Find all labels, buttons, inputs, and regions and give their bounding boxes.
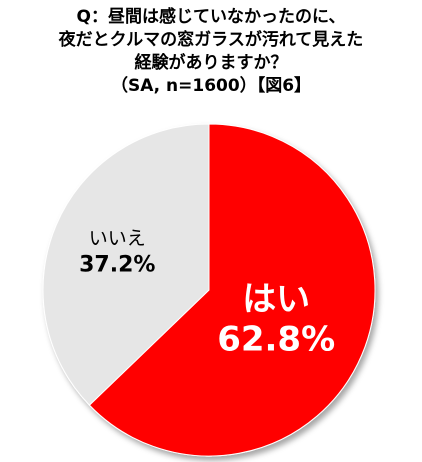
- slice-value-yes: 62.8%: [217, 320, 335, 360]
- title-line-2: 夜だとクルマの窓ガラスが汚れて見えた: [58, 30, 364, 50]
- slice-label-no: いいえ: [89, 228, 146, 250]
- slice-label-yes: はい: [242, 280, 310, 320]
- pie-slices: [42, 123, 376, 457]
- title-line-1: Q：昼間は感じていなかったのに、: [76, 7, 346, 27]
- chart-title: Q：昼間は感じていなかったのに、 夜だとクルマの窓ガラスが汚れて見えた 経験があ…: [0, 6, 422, 98]
- title-line-4: （SA, n=1600）【図6】: [110, 76, 312, 96]
- title-line-3: 経験がありますか？: [134, 53, 288, 73]
- pie-slice-no: [42, 123, 210, 406]
- slice-value-no: 37.2%: [79, 253, 155, 278]
- pie-slice-yes: [88, 123, 376, 457]
